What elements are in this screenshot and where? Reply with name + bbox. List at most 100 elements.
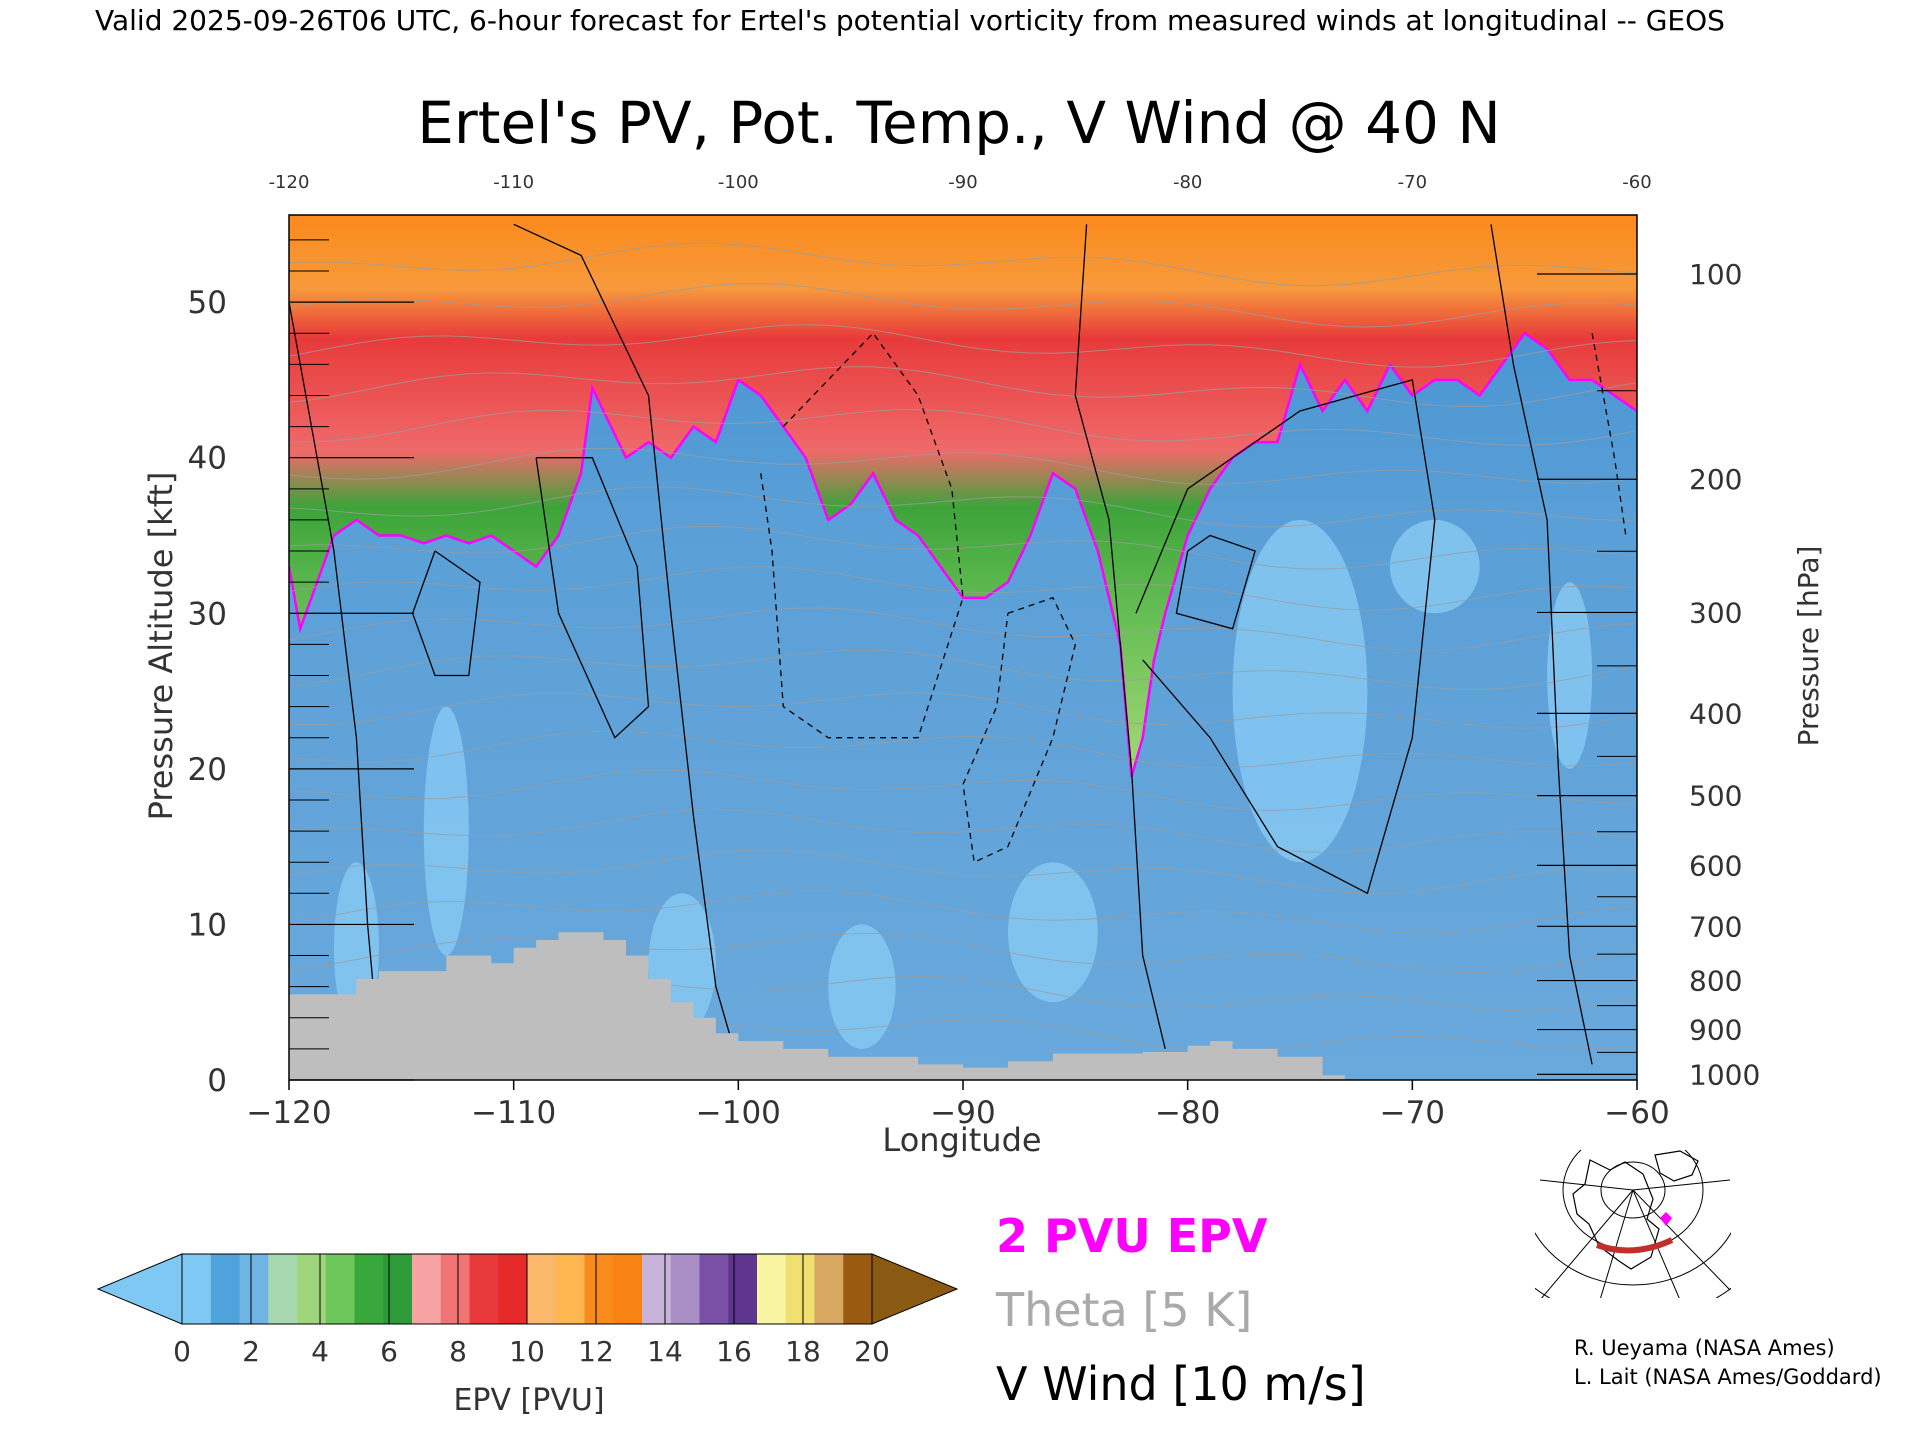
y-right-tick-label: 600	[1689, 849, 1742, 882]
colorbar-swatch	[670, 1254, 700, 1324]
colorbar-tick-label: 2	[242, 1335, 260, 1368]
v-wind-contours	[289, 223, 1627, 1065]
colorbar-swatch	[757, 1254, 787, 1324]
v-wind-contour	[1591, 333, 1627, 536]
y-right-tick-label: 100	[1689, 258, 1742, 291]
x-top-tick-label: -60	[1622, 172, 1651, 193]
theta-contour	[289, 242, 1637, 287]
colorbar-swatch	[412, 1254, 442, 1324]
colorbar-swatch	[268, 1254, 298, 1324]
y-right-tick-label: 800	[1689, 965, 1742, 998]
y-tick-label: 50	[188, 285, 227, 321]
v-wind-contour	[411, 550, 481, 677]
v-wind-contour	[1074, 224, 1166, 1050]
low-pv-patch	[1389, 519, 1480, 614]
y-right-tick-label: 1000	[1689, 1058, 1760, 1091]
colorbar-swatch	[555, 1254, 585, 1324]
pv-2pvu-contour	[289, 331, 1637, 777]
colorbar-tick-label: 4	[311, 1335, 329, 1368]
colorbar-swatch	[239, 1254, 269, 1324]
theta-contour	[289, 366, 1637, 407]
legend-v-wind: V Wind [10 m/s]	[996, 1357, 1366, 1411]
colorbar-tick-label: 16	[716, 1335, 752, 1368]
x-tick-label: −70	[1380, 1095, 1445, 1131]
colorbar-min-arrow	[96, 1253, 183, 1325]
colorbar-tick-label: 8	[449, 1335, 467, 1368]
theta-contour	[289, 525, 1637, 570]
v-wind-contour	[535, 457, 650, 739]
y-right-tick-label: 700	[1689, 910, 1742, 943]
colorbar-swatch	[785, 1254, 815, 1324]
theta-contour	[289, 932, 1637, 974]
colorbar-swatch	[699, 1254, 729, 1324]
colorbar-swatch	[613, 1254, 643, 1324]
colorbar-tick-label: 12	[578, 1335, 614, 1368]
theta-contour	[289, 730, 1637, 769]
low-pv-patches	[333, 519, 1593, 1049]
theta-contour	[289, 849, 1637, 894]
colorbar-swatch	[182, 1254, 212, 1324]
v-wind-contour	[289, 301, 380, 1049]
colorbar-tick-label: 14	[647, 1335, 683, 1368]
colorbar-swatch	[527, 1254, 557, 1324]
x-tick-label: −110	[471, 1095, 556, 1131]
theta-contour	[289, 447, 1637, 485]
y-right-tick-label: 300	[1689, 596, 1742, 629]
theta-contour	[289, 486, 1637, 528]
credit-line-2: L. Lait (NASA Ames/Goddard)	[1574, 1365, 1882, 1389]
terrain-mask	[289, 932, 1637, 1080]
y-right-tick-label: 200	[1689, 463, 1742, 496]
colorbar-swatch	[440, 1254, 470, 1324]
theta-contours	[289, 242, 1637, 1052]
theta-contour	[289, 408, 1637, 446]
y-tick-label: 20	[188, 752, 227, 788]
legend-2pvu: 2 PVU EPV	[996, 1209, 1268, 1263]
colorbar-label: EPV [PVU]	[453, 1383, 604, 1418]
low-pv-patch	[1007, 862, 1098, 1003]
valid-time-header: Valid 2025-09-26T06 UTC, 6-hour forecast…	[95, 4, 1725, 37]
y-axis-label-right: Pressure [hPa]	[1792, 546, 1825, 747]
theta-contour	[289, 649, 1637, 691]
credit-line-1: R. Ueyama (NASA Ames)	[1574, 1336, 1835, 1360]
colorbar-swatch	[642, 1254, 672, 1324]
colorbar-swatch	[584, 1254, 614, 1324]
stratosphere-field	[289, 215, 1637, 777]
y-tick-label: 30	[188, 596, 227, 632]
y-right-tick-label: 400	[1689, 697, 1742, 730]
x-tick-label: −90	[930, 1095, 995, 1131]
axes: −120 −110 −100 −90 −80 −70 −60 -120 -110 -100 -90 -…	[188, 172, 1761, 1131]
y-tick-label: 0	[207, 1063, 227, 1099]
x-tick-label: −100	[696, 1095, 781, 1131]
colorbar-swatch	[469, 1254, 499, 1324]
y-tick-label: 40	[188, 441, 227, 477]
x-tick-label: −80	[1155, 1095, 1220, 1131]
low-pv-patch	[1232, 519, 1368, 863]
x-top-tick-label: -80	[1173, 172, 1202, 193]
y-tick-label: 10	[188, 907, 227, 943]
x-top-tick-label: -90	[948, 172, 977, 193]
v-wind-contour	[1175, 534, 1256, 630]
colorbar-swatch	[297, 1254, 327, 1324]
colorbar-tick-label: 18	[785, 1335, 821, 1368]
theta-contour	[289, 808, 1637, 853]
plot-area	[289, 215, 1637, 1080]
y-axis-label-left: Pressure Altitude [kft]	[142, 472, 180, 821]
colorbar-tick-label: 0	[173, 1335, 191, 1368]
legend-theta: Theta [5 K]	[995, 1283, 1252, 1337]
colorbar-swatch	[354, 1254, 384, 1324]
v-wind-contour	[513, 223, 739, 1065]
y-right-tick-label: 900	[1689, 1014, 1742, 1047]
x-tick-label: −60	[1604, 1095, 1669, 1131]
colorbar-swatch	[383, 1254, 413, 1324]
colorbar-swatch	[325, 1254, 355, 1324]
x-top-tick-label: -100	[718, 172, 759, 193]
low-pv-patch	[828, 924, 896, 1049]
chart-title: Ertel's PV, Pot. Temp., V Wind @ 40 N	[417, 89, 1500, 157]
colorbar-swatch	[210, 1254, 240, 1324]
colorbar-max-arrow	[871, 1253, 959, 1325]
theta-contour	[289, 890, 1637, 934]
v-wind-contour	[1490, 224, 1593, 1065]
colorbar-tick-label: 20	[854, 1335, 890, 1368]
colorbar-swatch	[814, 1254, 844, 1324]
